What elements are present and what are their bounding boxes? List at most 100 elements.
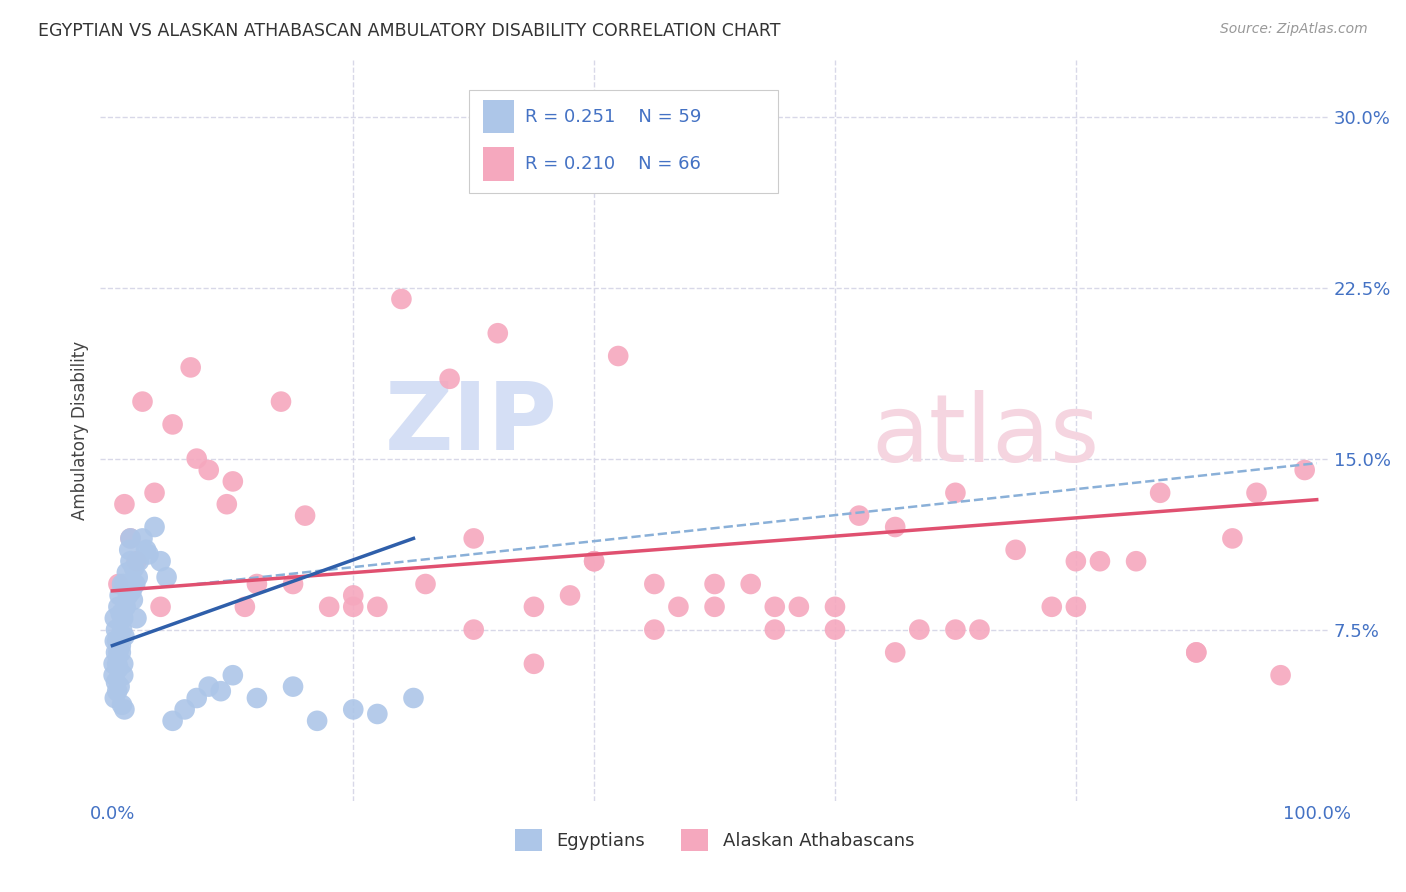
Point — [307, 714, 329, 728]
Point — [342, 589, 364, 603]
Point — [558, 589, 581, 603]
Point — [222, 668, 245, 682]
Point — [1270, 668, 1292, 682]
Text: ZIP: ZIP — [385, 378, 558, 470]
Point — [107, 599, 129, 614]
Point — [114, 630, 136, 644]
Point — [108, 680, 131, 694]
Point — [110, 639, 132, 653]
Point — [643, 577, 665, 591]
Point — [824, 599, 846, 614]
Point — [103, 668, 125, 682]
Point — [122, 593, 145, 607]
Point — [162, 417, 184, 432]
Point — [703, 577, 725, 591]
Point — [969, 623, 991, 637]
Point — [209, 684, 232, 698]
Point — [143, 520, 166, 534]
Point — [111, 577, 134, 591]
Point — [112, 668, 135, 682]
Point — [122, 561, 145, 575]
Point — [787, 599, 810, 614]
Y-axis label: Ambulatory Disability: Ambulatory Disability — [72, 341, 89, 520]
Point — [143, 485, 166, 500]
Point — [135, 542, 157, 557]
Legend: Egyptians, Alaskan Athabascans: Egyptians, Alaskan Athabascans — [508, 822, 921, 858]
Point — [110, 607, 132, 621]
Text: EGYPTIAN VS ALASKAN ATHABASCAN AMBULATORY DISABILITY CORRELATION CHART: EGYPTIAN VS ALASKAN ATHABASCAN AMBULATOR… — [38, 22, 780, 40]
Point — [1222, 532, 1244, 546]
Point — [104, 691, 127, 706]
Point — [131, 532, 153, 546]
Point — [740, 577, 762, 591]
Point — [105, 645, 128, 659]
Point — [112, 657, 135, 671]
Point — [824, 623, 846, 637]
Point — [125, 554, 148, 568]
Point — [945, 485, 967, 500]
Point — [366, 706, 388, 721]
Point — [1149, 485, 1171, 500]
Point — [103, 657, 125, 671]
Point — [246, 691, 269, 706]
Point — [402, 691, 425, 706]
Text: Source: ZipAtlas.com: Source: ZipAtlas.com — [1220, 22, 1368, 37]
Point — [668, 599, 690, 614]
Point — [186, 451, 208, 466]
Point — [114, 577, 136, 591]
Point — [763, 623, 786, 637]
Point — [945, 623, 967, 637]
Point — [281, 680, 304, 694]
Point — [104, 611, 127, 625]
Point — [342, 702, 364, 716]
Point — [439, 372, 461, 386]
Point — [281, 577, 304, 591]
Point — [120, 532, 142, 546]
Point — [105, 657, 128, 671]
Point — [149, 554, 172, 568]
Point — [1064, 599, 1087, 614]
Point — [270, 394, 292, 409]
Text: atlas: atlas — [872, 390, 1099, 482]
Point — [111, 698, 134, 712]
Point — [186, 691, 208, 706]
Point — [149, 599, 172, 614]
Point — [583, 554, 606, 568]
Point — [1125, 554, 1147, 568]
Point — [342, 599, 364, 614]
Point — [114, 702, 136, 716]
Point — [104, 634, 127, 648]
Point — [607, 349, 630, 363]
Point — [108, 589, 131, 603]
Point — [391, 292, 413, 306]
Point — [111, 623, 134, 637]
Point — [131, 394, 153, 409]
Point — [523, 657, 546, 671]
Point — [105, 623, 128, 637]
Point — [583, 554, 606, 568]
Point — [107, 645, 129, 659]
Point — [486, 326, 509, 341]
Point — [523, 599, 546, 614]
Point — [1004, 542, 1026, 557]
Point — [884, 645, 907, 659]
Point — [180, 360, 202, 375]
Point — [463, 532, 485, 546]
Point — [127, 570, 149, 584]
Point — [1185, 645, 1208, 659]
Point — [1294, 463, 1316, 477]
Point — [112, 611, 135, 625]
Point — [121, 583, 143, 598]
Point — [110, 645, 132, 659]
Text: R = 0.210    N = 66: R = 0.210 N = 66 — [524, 154, 702, 173]
Point — [1064, 554, 1087, 568]
Point — [1246, 485, 1268, 500]
Point — [115, 566, 138, 580]
Point — [120, 554, 142, 568]
Point — [1088, 554, 1111, 568]
Point — [117, 589, 139, 603]
Point — [124, 577, 146, 591]
Point — [108, 634, 131, 648]
Point — [463, 623, 485, 637]
Point — [118, 542, 141, 557]
